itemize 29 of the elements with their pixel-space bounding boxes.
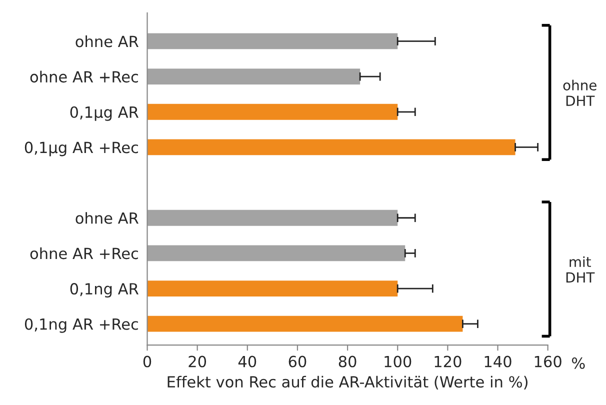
y-tick-label: ohne AR (76, 212, 138, 224)
bar (147, 280, 398, 296)
text: % (572, 357, 585, 369)
bar (147, 33, 398, 50)
x-tick-label: 40 (238, 356, 256, 368)
y-tick-label: 0,1µg AR (70, 106, 138, 121)
bar (147, 210, 398, 226)
x-tick-label: 120 (434, 356, 462, 368)
x-tick-label: 60 (288, 356, 306, 368)
bar (147, 316, 463, 332)
bar (147, 104, 398, 120)
y-tick-label: ohne AR +Rec (30, 247, 138, 260)
bar (147, 245, 406, 262)
y-tick-label: ohne AR +Rec (30, 70, 138, 83)
x-tick-label: 160 (534, 356, 562, 368)
x-axis-title: Effekt von Rec auf die AR-Aktivität (Werte in %) (168, 376, 528, 390)
text: ohne DHT (563, 80, 596, 106)
bar (147, 139, 516, 156)
x-tick-label: 100 (384, 356, 412, 368)
y-tick-label: ohne AR (76, 35, 138, 48)
x-tick-label: 20 (188, 356, 206, 368)
text: mit DHT (566, 256, 595, 282)
x-tick-label: 0 (143, 356, 152, 368)
x-tick-label: 140 (484, 356, 512, 368)
x-tick-label: 80 (338, 356, 356, 368)
y-tick-label: 0,1ng AR +Rec (24, 318, 138, 333)
y-tick-label: 0,1ng AR (70, 283, 138, 298)
bar (147, 68, 360, 85)
y-tick-label: 0,1µg AR +Rec (24, 142, 138, 156)
